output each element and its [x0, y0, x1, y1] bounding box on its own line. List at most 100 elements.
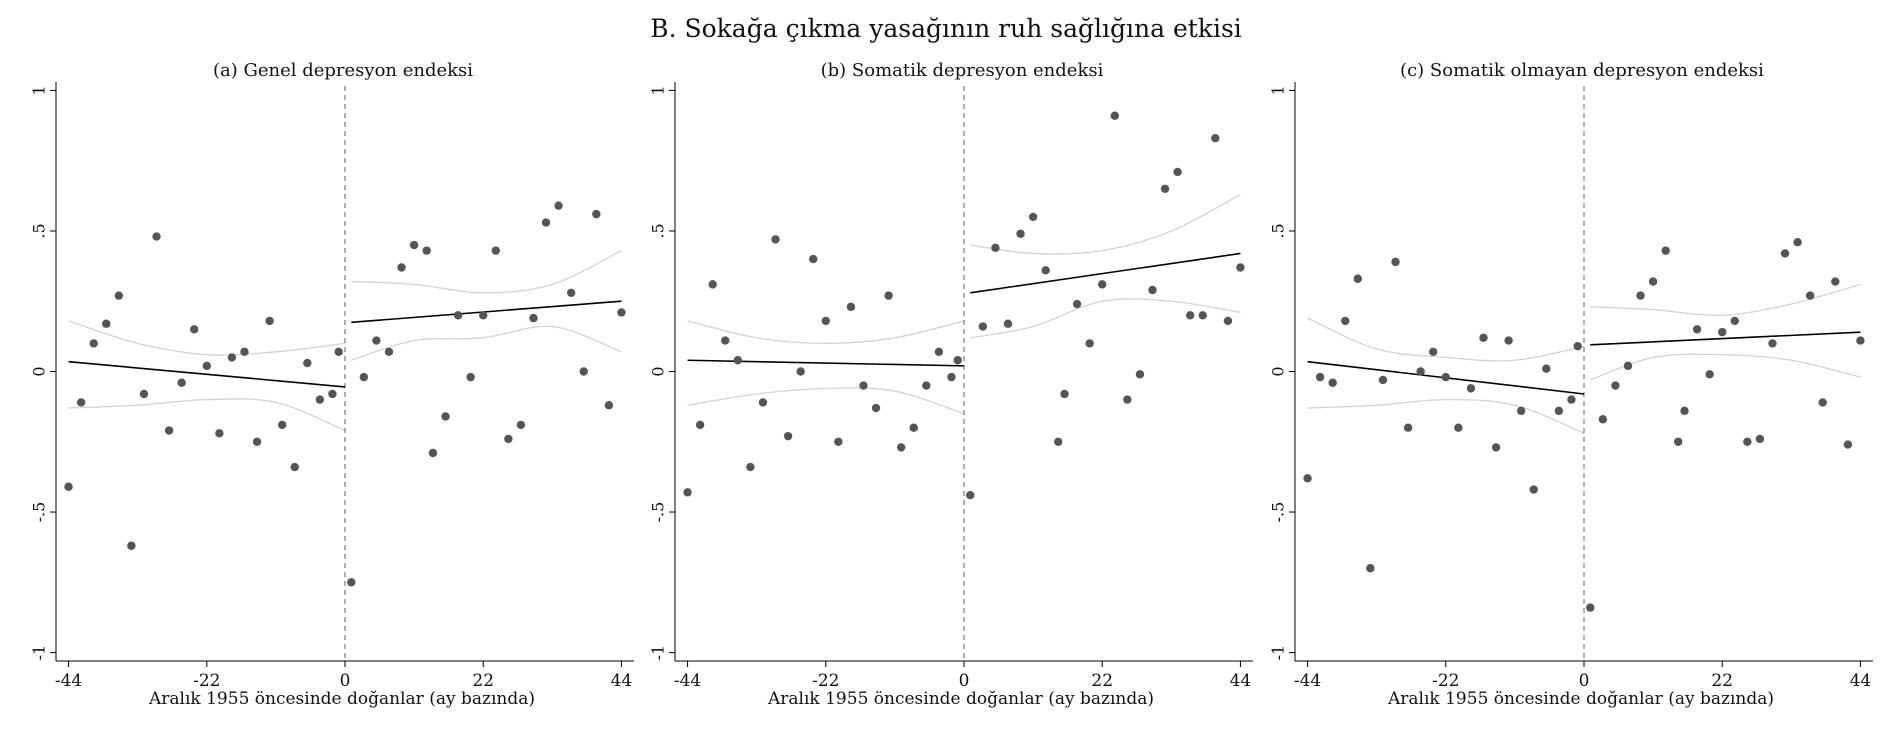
data-point: [397, 263, 406, 272]
x-tick-label: 0: [340, 671, 351, 691]
y-tick-label: 0: [30, 366, 49, 376]
data-point: [466, 372, 475, 382]
data-point: [783, 431, 793, 441]
data-point: [1060, 389, 1069, 399]
data-point: [1516, 406, 1526, 416]
data-point: [290, 462, 299, 472]
data-point: [64, 482, 73, 491]
page-title: B. Sokağa çıkma yasağının ruh sağlığına …: [650, 14, 1242, 43]
data-point: [554, 201, 563, 210]
x-tick-label: 22: [472, 671, 494, 691]
y-tick-label: 1: [30, 85, 49, 95]
data-point: [422, 246, 431, 255]
fit-line-left: [687, 359, 965, 367]
y-tick-label: -1: [30, 645, 49, 661]
data-point: [1623, 361, 1633, 371]
data-point: [1303, 474, 1312, 483]
data-point: [1705, 370, 1714, 379]
data-point: [277, 420, 287, 430]
data-point: [1236, 263, 1245, 272]
data-point: [1211, 134, 1220, 143]
data-point: [579, 367, 588, 376]
data-point: [809, 254, 818, 264]
y-tick-label: .5: [649, 223, 668, 238]
x-tick-label: -44: [1294, 671, 1321, 691]
x-tick-label: 44: [1850, 671, 1872, 691]
data-point: [1793, 238, 1802, 247]
y-tick-label: -1: [1269, 645, 1288, 661]
data-point: [1743, 437, 1752, 446]
data-point: [1123, 395, 1132, 404]
data-point: [384, 347, 394, 357]
data-point: [139, 389, 149, 399]
data-point: [359, 372, 369, 382]
data-point: [884, 291, 893, 300]
data-point: [922, 381, 931, 390]
data-point: [617, 308, 626, 317]
data-point: [746, 462, 755, 472]
data-point: [1567, 395, 1576, 404]
data-point: [1529, 485, 1538, 494]
data-point: [1586, 603, 1595, 612]
data-point: [683, 488, 692, 497]
data-point: [529, 313, 538, 323]
data-point: [947, 372, 956, 382]
data-point: [1466, 384, 1476, 393]
data-point: [428, 448, 438, 458]
data-point: [721, 336, 730, 345]
data-point: [1768, 339, 1777, 348]
y-tick-label: 0: [1269, 366, 1288, 376]
y-tick-label: 1: [649, 85, 668, 95]
data-point: [1315, 372, 1325, 382]
data-point: [1818, 398, 1827, 407]
data-point: [240, 347, 249, 357]
data-point: [1479, 333, 1488, 342]
data-point: [978, 322, 988, 331]
data-point: [821, 316, 830, 326]
data-point: [758, 398, 768, 407]
data-point: [834, 437, 843, 446]
data-point: [190, 325, 199, 334]
data-point: [1353, 274, 1363, 283]
data-point: [1554, 406, 1564, 416]
x-tick-label: -44: [674, 671, 701, 691]
data-point: [566, 288, 576, 298]
y-tick-label: .5: [1269, 223, 1288, 238]
confidence-band-ci-left-upper: [68, 320, 346, 356]
fit-line-right: [351, 300, 622, 324]
data-point: [1831, 277, 1840, 286]
fit-line-right: [970, 252, 1241, 294]
data-point: [1135, 370, 1145, 379]
data-point: [152, 232, 161, 241]
chart-panel-1: (a) Genel depresyon endeksi -1 -.5 0 .5 1 -44 -…: [30, 60, 634, 709]
data-point: [1110, 111, 1119, 120]
data-point: [846, 302, 856, 312]
data-point: [1391, 257, 1400, 267]
data-point: [114, 291, 124, 300]
data-point: [1223, 316, 1233, 326]
data-point: [1611, 381, 1620, 390]
panel-title: (a) Genel depresyon endeksi: [213, 60, 473, 81]
data-point: [491, 246, 500, 255]
data-point: [1429, 347, 1438, 357]
data-point: [1416, 367, 1425, 376]
confidence-band-ci-right-lower: [970, 298, 1241, 339]
data-point: [265, 316, 274, 326]
data-point: [1843, 440, 1853, 449]
x-tick-label: 44: [1230, 671, 1252, 691]
data-point: [215, 429, 224, 438]
data-point: [372, 336, 381, 345]
data-point: [1185, 311, 1195, 320]
data-point: [1680, 406, 1689, 416]
data-point: [227, 353, 237, 362]
data-point: [1454, 423, 1463, 432]
data-point: [1378, 375, 1388, 385]
fit-line-left: [68, 360, 346, 388]
data-point: [1085, 339, 1094, 348]
data-point: [796, 367, 805, 376]
data-point: [1648, 277, 1658, 286]
data-point: [1148, 285, 1157, 295]
confidence-band-ci-left-upper: [1307, 317, 1585, 362]
data-point: [1016, 229, 1025, 238]
data-point: [859, 381, 868, 390]
